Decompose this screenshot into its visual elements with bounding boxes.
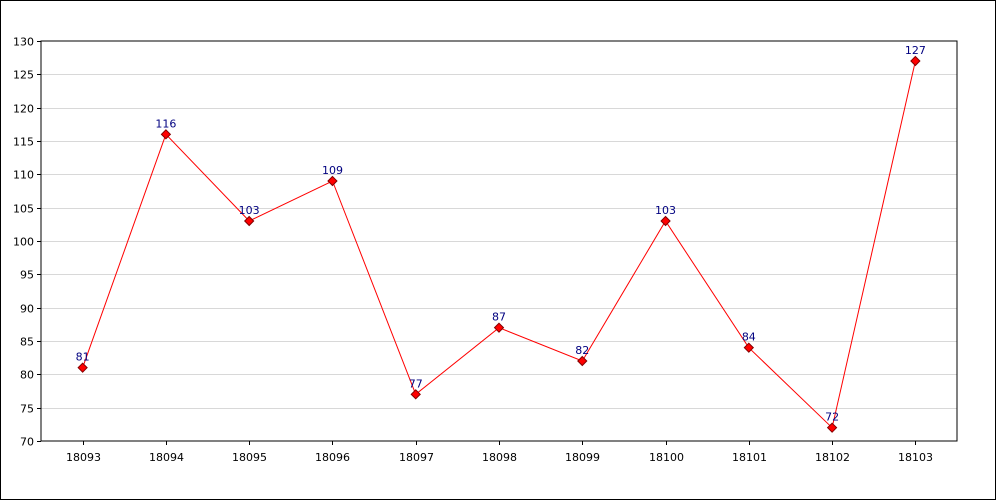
y-tick-label: 70 [20, 436, 34, 449]
data-label: 103 [239, 204, 260, 217]
y-tick-label: 95 [20, 269, 34, 282]
x-axis-ticks: 18093 18094 18095 18096 18097 18098 18099 18100… [66, 441, 933, 464]
data-labels: 81 116 103 109 77 87 82 103 84 72 127 [76, 44, 926, 424]
y-tick-label: 130 [13, 36, 34, 49]
x-tick-label: 18096 [315, 451, 350, 464]
x-tick-label: 18097 [399, 451, 434, 464]
x-tick-label: 18101 [732, 451, 767, 464]
x-tick-label: 18093 [66, 451, 101, 464]
data-label: 103 [655, 204, 676, 217]
series-markers [77, 55, 921, 433]
data-label: 87 [492, 311, 506, 324]
data-label: 82 [575, 344, 589, 357]
x-tick-label: 18099 [565, 451, 600, 464]
x-tick-label: 18094 [149, 451, 184, 464]
data-point-marker [327, 175, 338, 187]
data-point-marker [77, 362, 88, 373]
x-tick-label: 18103 [898, 451, 933, 464]
data-point-marker [660, 215, 671, 227]
data-point-marker [243, 215, 255, 227]
y-axis-ticks: 70 75 80 85 90 95 100 105 110 115 120 125 130 [13, 36, 41, 449]
data-label: 116 [155, 117, 176, 130]
data-point-marker [577, 355, 588, 367]
data-label: 109 [322, 164, 343, 177]
x-tick-label: 18098 [482, 451, 517, 464]
y-tick-label: 125 [13, 69, 34, 82]
data-point-marker [826, 422, 838, 433]
y-tick-label: 85 [20, 336, 34, 349]
data-point-marker [493, 322, 505, 333]
data-label: 77 [409, 377, 423, 390]
data-point-marker [910, 55, 921, 67]
y-tick-label: 115 [13, 136, 34, 149]
x-tick-label: 18100 [649, 451, 684, 464]
data-label: 81 [76, 351, 90, 364]
x-tick-label: 18102 [815, 451, 850, 464]
x-tick-label: 18095 [232, 451, 267, 464]
data-label: 127 [905, 44, 926, 57]
data-point-marker [743, 342, 755, 353]
y-tick-label: 120 [13, 103, 34, 116]
y-tick-label: 80 [20, 369, 34, 382]
y-tick-label: 100 [13, 236, 34, 249]
grid-lines [41, 74, 957, 409]
y-tick-label: 105 [13, 203, 34, 216]
y-tick-label: 90 [20, 303, 34, 316]
data-label: 72 [825, 411, 839, 424]
data-point-marker [160, 129, 172, 140]
series-line [82, 60, 916, 429]
y-tick-label: 110 [13, 169, 34, 182]
data-point-marker [410, 389, 421, 400]
y-tick-label: 75 [20, 403, 34, 416]
data-label: 84 [742, 331, 756, 344]
